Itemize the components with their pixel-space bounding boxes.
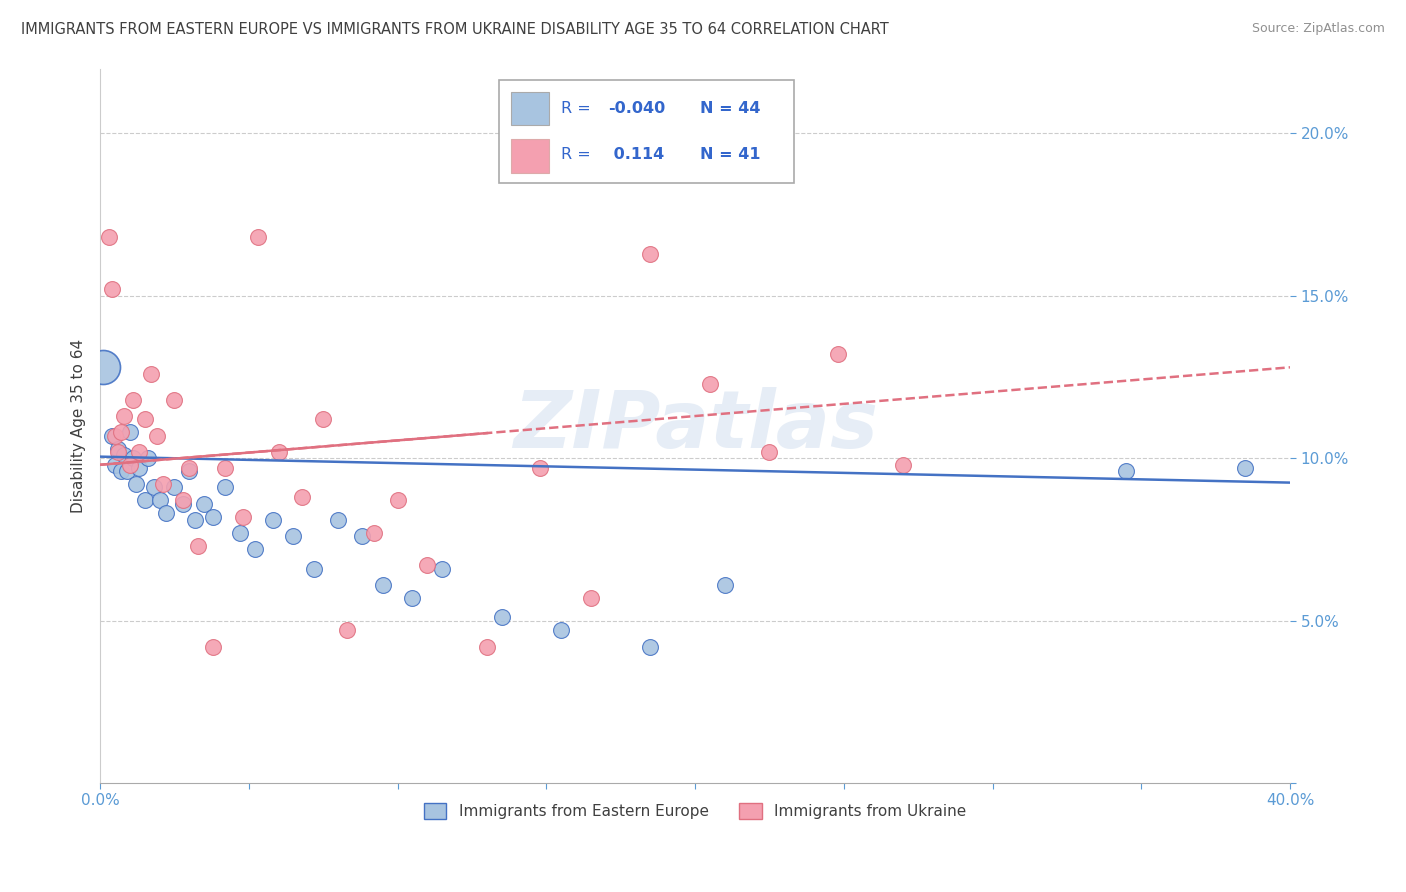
Point xyxy=(134,493,156,508)
Point xyxy=(145,428,167,442)
Point xyxy=(134,412,156,426)
Point xyxy=(139,367,162,381)
Point xyxy=(891,458,914,472)
Text: -0.040: -0.040 xyxy=(609,101,665,116)
Text: IMMIGRANTS FROM EASTERN EUROPE VS IMMIGRANTS FROM UKRAINE DISABILITY AGE 35 TO 6: IMMIGRANTS FROM EASTERN EUROPE VS IMMIGR… xyxy=(21,22,889,37)
Point xyxy=(202,509,225,524)
Point xyxy=(827,347,849,361)
Point xyxy=(229,525,252,540)
Point xyxy=(101,428,124,442)
Point xyxy=(214,481,236,495)
Point xyxy=(529,461,551,475)
Point xyxy=(1234,461,1257,475)
Point xyxy=(214,461,236,475)
Point xyxy=(136,451,159,466)
Point xyxy=(291,490,314,504)
Point xyxy=(149,493,172,508)
Point xyxy=(491,610,513,624)
Text: ZIPatlas: ZIPatlas xyxy=(513,387,877,465)
Point xyxy=(267,444,290,458)
Point xyxy=(416,558,439,573)
Point xyxy=(142,481,165,495)
Point xyxy=(121,451,143,466)
Legend: Immigrants from Eastern Europe, Immigrants from Ukraine: Immigrants from Eastern Europe, Immigran… xyxy=(418,797,973,825)
Point xyxy=(326,513,349,527)
Point xyxy=(187,539,209,553)
Point xyxy=(128,461,150,475)
Point xyxy=(336,624,359,638)
Point xyxy=(115,464,138,478)
Point xyxy=(112,409,135,423)
Text: Source: ZipAtlas.com: Source: ZipAtlas.com xyxy=(1251,22,1385,36)
Point xyxy=(401,591,423,605)
Point xyxy=(107,442,129,456)
Point xyxy=(304,562,326,576)
Point xyxy=(475,640,498,654)
Point xyxy=(125,477,148,491)
Point xyxy=(152,477,174,491)
Point xyxy=(121,392,143,407)
Point xyxy=(110,464,132,478)
Point xyxy=(714,578,737,592)
Point xyxy=(371,578,394,592)
Point xyxy=(107,444,129,458)
Point xyxy=(283,529,305,543)
Point xyxy=(232,509,254,524)
Point xyxy=(112,448,135,462)
Point xyxy=(243,542,266,557)
Bar xyxy=(510,139,550,173)
Point xyxy=(246,230,269,244)
FancyBboxPatch shape xyxy=(499,80,794,183)
Point xyxy=(350,529,373,543)
Point xyxy=(640,246,662,260)
Point xyxy=(104,428,127,442)
Point xyxy=(104,458,127,472)
Point xyxy=(363,525,385,540)
Point xyxy=(640,640,662,654)
Point xyxy=(387,493,409,508)
Point xyxy=(550,624,572,638)
Text: N = 44: N = 44 xyxy=(700,101,761,116)
Point xyxy=(155,507,177,521)
Y-axis label: Disability Age 35 to 64: Disability Age 35 to 64 xyxy=(72,339,86,513)
Point xyxy=(172,497,194,511)
Point xyxy=(110,425,132,440)
Point xyxy=(118,458,141,472)
Point xyxy=(193,497,215,511)
Point xyxy=(312,412,335,426)
Point xyxy=(179,461,201,475)
Point xyxy=(579,591,602,605)
Point xyxy=(91,360,114,375)
Point xyxy=(118,425,141,440)
Point xyxy=(101,282,124,296)
Point xyxy=(163,392,186,407)
Text: R =: R = xyxy=(561,147,596,162)
Point xyxy=(179,464,201,478)
Point xyxy=(98,230,121,244)
Point xyxy=(758,444,780,458)
Point xyxy=(262,513,284,527)
Point xyxy=(1115,464,1137,478)
Point xyxy=(184,513,207,527)
Text: R =: R = xyxy=(561,101,596,116)
Point xyxy=(163,481,186,495)
Point xyxy=(172,493,194,508)
Text: N = 41: N = 41 xyxy=(700,147,761,162)
Point xyxy=(128,444,150,458)
Bar xyxy=(510,92,550,126)
Point xyxy=(699,376,721,391)
Point xyxy=(432,562,454,576)
Text: 0.114: 0.114 xyxy=(609,147,665,162)
Point xyxy=(202,640,225,654)
